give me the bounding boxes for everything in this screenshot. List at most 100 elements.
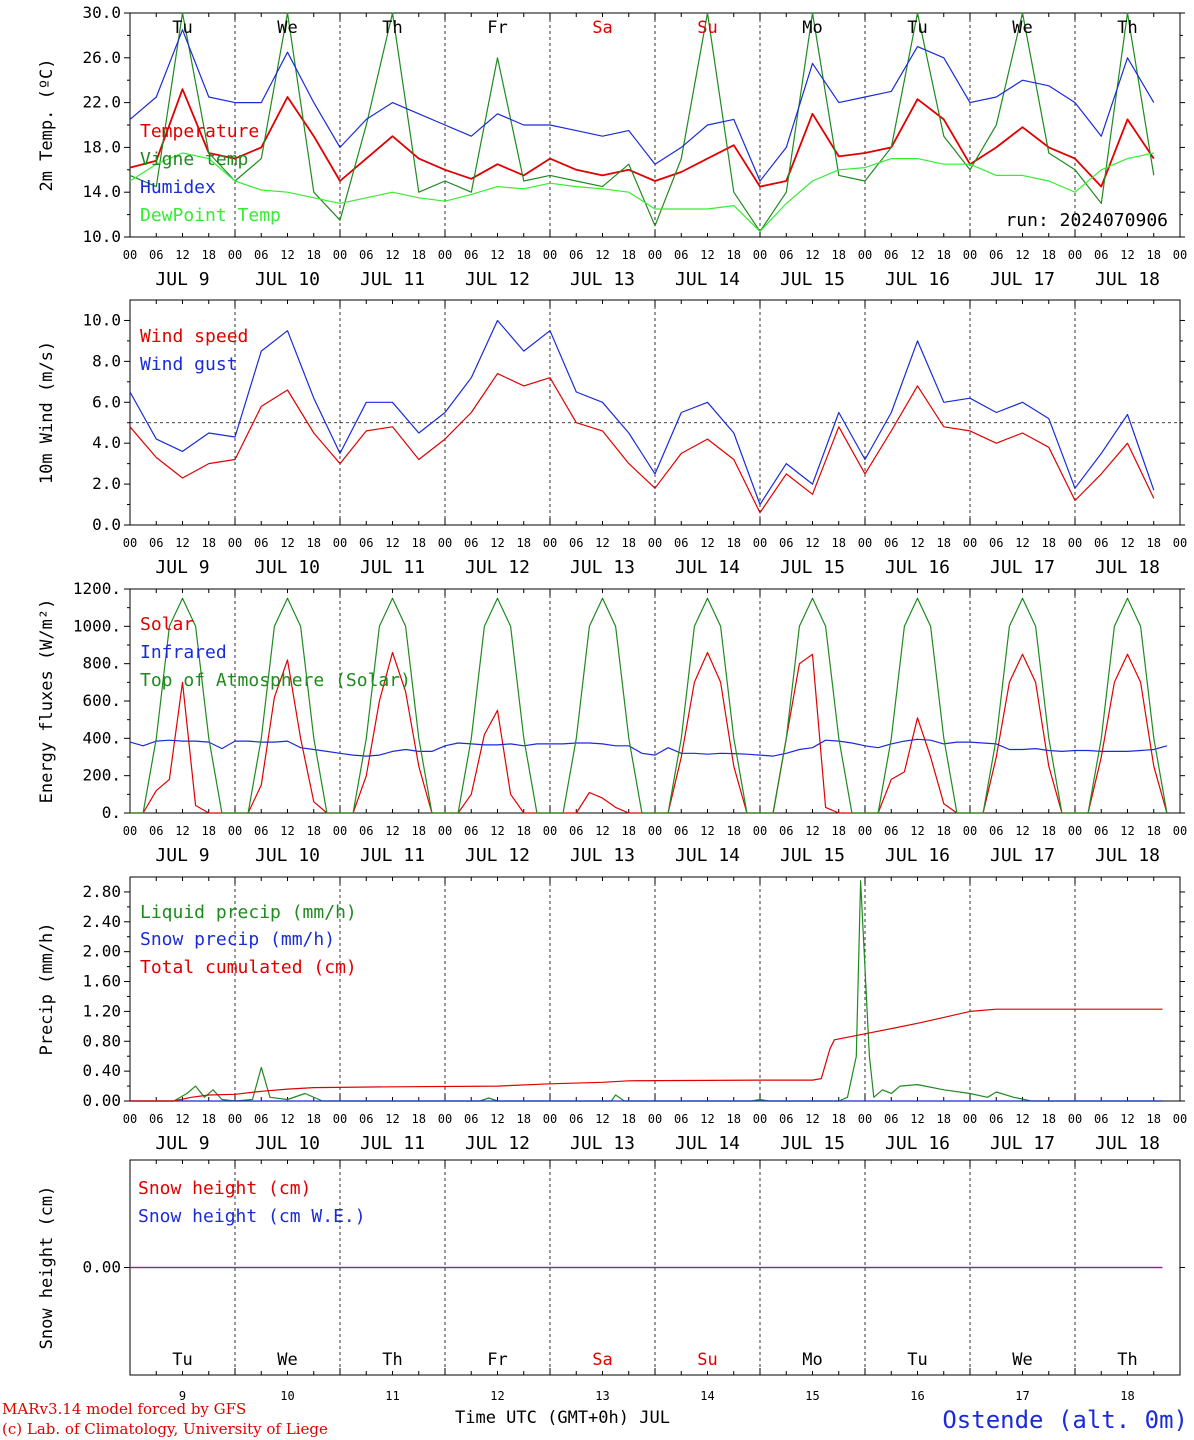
x-tick-label: 18 [412,824,426,838]
y-tick-label: 1.20 [82,1001,121,1020]
x-tick-label: 12 [700,824,714,838]
y-tick-label: 22.0 [82,93,121,112]
x-tick-label: 06 [149,824,163,838]
x-tick-label: 12 [595,1112,609,1126]
x-tick-label: 06 [359,824,373,838]
footer: MARv3.14 model forced by GFS (c) Lab. of … [2,1400,1188,1438]
x-tick-label: 12 [1015,248,1029,262]
series-line-top-of-atmosphere-solar- [130,597,1168,814]
x-tick-label: 18 [517,536,531,550]
x-tick-label: 12 [280,824,294,838]
x-tick-label: 12 [175,1112,189,1126]
date-label: JUL 14 [675,269,740,290]
x-tick-label: 12 [490,1112,504,1126]
weekday-label: Sa [592,18,612,38]
x-tick-label: 00 [963,824,977,838]
x-tick-label: 18 [1147,1112,1161,1126]
y-tick-label: 4.0 [92,433,121,452]
model-credit: MARv3.14 model forced by GFS [2,1400,246,1418]
x-tick-label: 06 [254,536,268,550]
weekday-label: We [277,18,297,38]
date-label: JUL 15 [780,557,845,578]
x-tick-label: 00 [438,1112,452,1126]
x-tick-label: 18 [1042,536,1056,550]
x-tick-label: 00 [123,1112,137,1126]
x-tick-label: 06 [254,824,268,838]
x-tick-label: 06 [464,248,478,262]
legend-entry: Infrared [140,642,227,663]
date-label: JUL 13 [570,1133,635,1154]
x-tick-label: 18 [937,536,951,550]
x-tick-label: 18 [1147,248,1161,262]
x-tick-label: 18 [517,824,531,838]
x-tick-label: 12 [805,1112,819,1126]
panel-2: 0.0 2.0 4.0 6.0 8.0 10.0 10m Wind (m/s) Wind sp… [37,299,1187,578]
x-tick-label: 18 [622,824,636,838]
panel-frame [129,12,1181,238]
date-label: JUL 18 [1095,269,1160,290]
date-label: JUL 11 [360,269,425,290]
x-tick-label: 00 [858,1112,872,1126]
y-tick-label: 0. [102,803,121,822]
x-tick-label: 18 [937,1112,951,1126]
x-tick-label: 06 [1094,824,1108,838]
series-line-total-cumulated-cm- [130,1008,1163,1102]
day-number: 15 [805,1389,819,1403]
x-tick-label: 12 [280,536,294,550]
x-tick-label: 06 [569,1112,583,1126]
x-tick-label: 00 [333,536,347,550]
x-tick-label: 00 [963,248,977,262]
date-label: JUL 9 [155,845,209,866]
y-tick-label: 0.0 [92,515,121,534]
date-label: JUL 17 [990,269,1055,290]
x-tick-label: 06 [359,1112,373,1126]
x-tick-label: 06 [149,536,163,550]
x-tick-label: 18 [727,1112,741,1126]
x-tick-label: 18 [307,248,321,262]
x-tick-label: 12 [910,1112,924,1126]
date-label: JUL 16 [885,269,950,290]
x-tick-label: 00 [648,248,662,262]
date-label: JUL 16 [885,557,950,578]
legend-entry: Wind gust [140,354,238,375]
x-tick-label: 06 [149,248,163,262]
date-label: JUL 13 [570,845,635,866]
x-tick-label: 00 [858,536,872,550]
x-tick-label: 00 [438,824,452,838]
legend-entry: Snow height (cm) [138,1178,311,1199]
x-tick-label: 06 [989,248,1003,262]
legend-entry: Snow precip (mm/h) [140,929,335,950]
y-axis-title: 10m Wind (m/s) [37,341,57,484]
x-tick-label: 00 [228,536,242,550]
y-tick-label: 14.0 [82,182,121,201]
run-label: run: 2024070906 [1005,210,1168,231]
weekday-label: Tu [907,1350,927,1370]
y-tick-label: 30.0 [82,3,121,22]
panel-1: 10.0 14.0 18.0 22.0 26.0 30.0 2m Temp. (ºC) Tem… [37,3,1187,290]
x-tick-label: 00 [438,536,452,550]
x-tick-label: 00 [753,248,767,262]
y-tick-label: 2.00 [82,942,121,961]
x-tick-label: 06 [989,824,1003,838]
x-tick-label: 18 [832,824,846,838]
x-tick-label: 12 [1015,824,1029,838]
x-tick-label: 00 [438,248,452,262]
date-label: JUL 17 [990,1133,1055,1154]
y-tick-label: 18.0 [82,137,121,156]
date-label: JUL 11 [360,845,425,866]
x-tick-label: 12 [175,824,189,838]
panel-frame [129,588,1181,814]
legend-entry: DewPoint Temp [140,205,281,226]
station-name: Ostende (alt. 0m) [942,1406,1188,1434]
x-tick-label: 06 [884,248,898,262]
day-number: 17 [1015,1389,1029,1403]
x-tick-label: 18 [412,248,426,262]
panel-frame [129,299,1181,526]
weekday-label: Mo [802,18,822,38]
x-tick-label: 12 [595,824,609,838]
x-tick-label: 12 [175,248,189,262]
x-tick-label: 00 [228,248,242,262]
x-tick-label: 00 [123,824,137,838]
x-tick-label: 18 [517,248,531,262]
x-tick-label: 06 [884,824,898,838]
